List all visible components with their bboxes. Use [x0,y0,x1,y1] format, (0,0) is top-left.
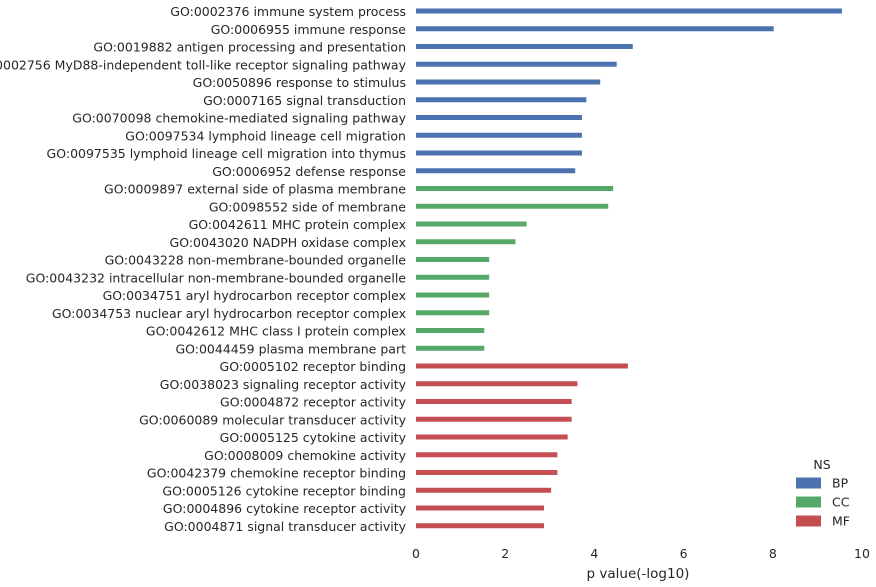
legend-swatch-mf [796,515,821,527]
legend: NS BP CC MF [796,457,850,529]
bar-5 [416,79,601,85]
category-label-23: GO:0004872 receptor activity [220,395,407,410]
category-label-4: GO:0002756 MyD88-independent toll-like r… [0,57,407,72]
bar-22 [416,381,578,387]
category-label-11: GO:0009897 external side of plasma membr… [104,182,406,197]
category-label-27: GO:0042379 chemokine receptor binding [147,466,406,481]
bar-1 [416,8,842,14]
category-label-10: GO:0006952 defense response [212,164,406,179]
category-label-5: GO:0050896 response to stimulus [193,75,406,90]
category-label-25: GO:0005125 cytokine activity [220,430,407,445]
x-tick-label-10: 10 [854,546,870,561]
bar-9 [416,150,582,156]
x-tick-label-6: 6 [680,546,688,561]
x-tick-label-2: 2 [501,546,509,561]
legend-swatch-bp [796,477,821,489]
category-labels: GO:0002376 immune system process GO:00069… [0,4,407,534]
category-label-19: GO:0042612 MHC class I protein complex [146,324,406,339]
category-label-8: GO:0097534 lymphoid lineage cell migrati… [125,128,406,143]
bar-26 [416,452,558,458]
bar-8 [416,132,582,138]
legend-swatch-cc [796,496,821,508]
x-tick-label-4: 4 [590,546,598,561]
bar-29 [416,505,545,511]
category-label-17: GO:0034751 aryl hydrocarbon receptor com… [103,288,406,303]
category-label-14: GO:0043020 NADPH oxidase complex [170,235,406,250]
bar-25 [416,434,568,440]
category-label-6: GO:0007165 signal transduction [203,93,406,108]
bar-10 [416,168,576,174]
category-label-26: GO:0008009 chemokine activity [204,448,406,463]
bar-19 [416,328,485,333]
category-label-12: GO:0098552 side of membrane [209,199,406,214]
category-label-21: GO:0005102 receptor binding [220,359,406,374]
legend-label-cc: CC [832,495,850,510]
bar-30 [416,523,545,529]
category-label-22: GO:0038023 signaling receptor activity [160,377,407,392]
bar-15 [416,257,490,262]
bar-24 [416,416,572,422]
bars-group [416,8,842,529]
x-axis-title: p value(-log10) [587,566,690,582]
category-label-2: GO:0006955 immune response [211,22,407,37]
bar-13 [416,221,527,227]
category-label-29: GO:0004896 cytokine receptor activity [163,501,407,516]
bar-17 [416,292,490,298]
legend-label-bp: BP [832,476,849,491]
category-label-24: GO:0060089 molecular transducer activity [139,412,407,427]
x-axis-ticks: 0 2 4 6 8 10 [412,546,870,561]
category-label-9: GO:0097535 lymphoid lineage cell migrati… [47,146,406,161]
category-label-3: GO:0019882 antigen processing and presen… [93,40,406,55]
legend-label-mf: MF [832,514,850,529]
category-label-15: GO:0043228 non-membrane-bounded organell… [105,253,407,268]
bar-23 [416,399,572,404]
bar-21 [416,363,628,369]
category-label-20: GO:0044459 plasma membrane part [175,341,406,356]
bar-7 [416,115,582,120]
bar-27 [416,470,558,475]
bar-14 [416,239,516,245]
bar-28 [416,487,552,493]
legend-title: NS [813,457,830,472]
bar-18 [416,310,490,316]
bar-2 [416,26,774,32]
category-label-1: GO:0002376 immune system process [170,4,406,19]
bar-4 [416,61,617,67]
category-label-16: GO:0043232 intracellular non-membrane-bo… [26,270,407,285]
bar-20 [416,345,485,351]
bar-12 [416,203,609,209]
category-label-18: GO:0034753 nuclear aryl hydrocarbon rece… [52,306,406,321]
bar-16 [416,274,490,280]
x-tick-label-8: 8 [769,546,777,561]
category-label-13: GO:0042611 MHC protein complex [189,217,406,232]
bar-3 [416,44,633,49]
bar-11 [416,186,614,191]
category-label-7: GO:0070098 chemokine-mediated signaling … [72,111,406,126]
category-label-28: GO:0005126 cytokine receptor binding [162,483,406,498]
x-tick-label-0: 0 [412,546,420,561]
bar-6 [416,97,587,103]
category-label-30: GO:0004871 signal transducer activity [164,519,406,534]
